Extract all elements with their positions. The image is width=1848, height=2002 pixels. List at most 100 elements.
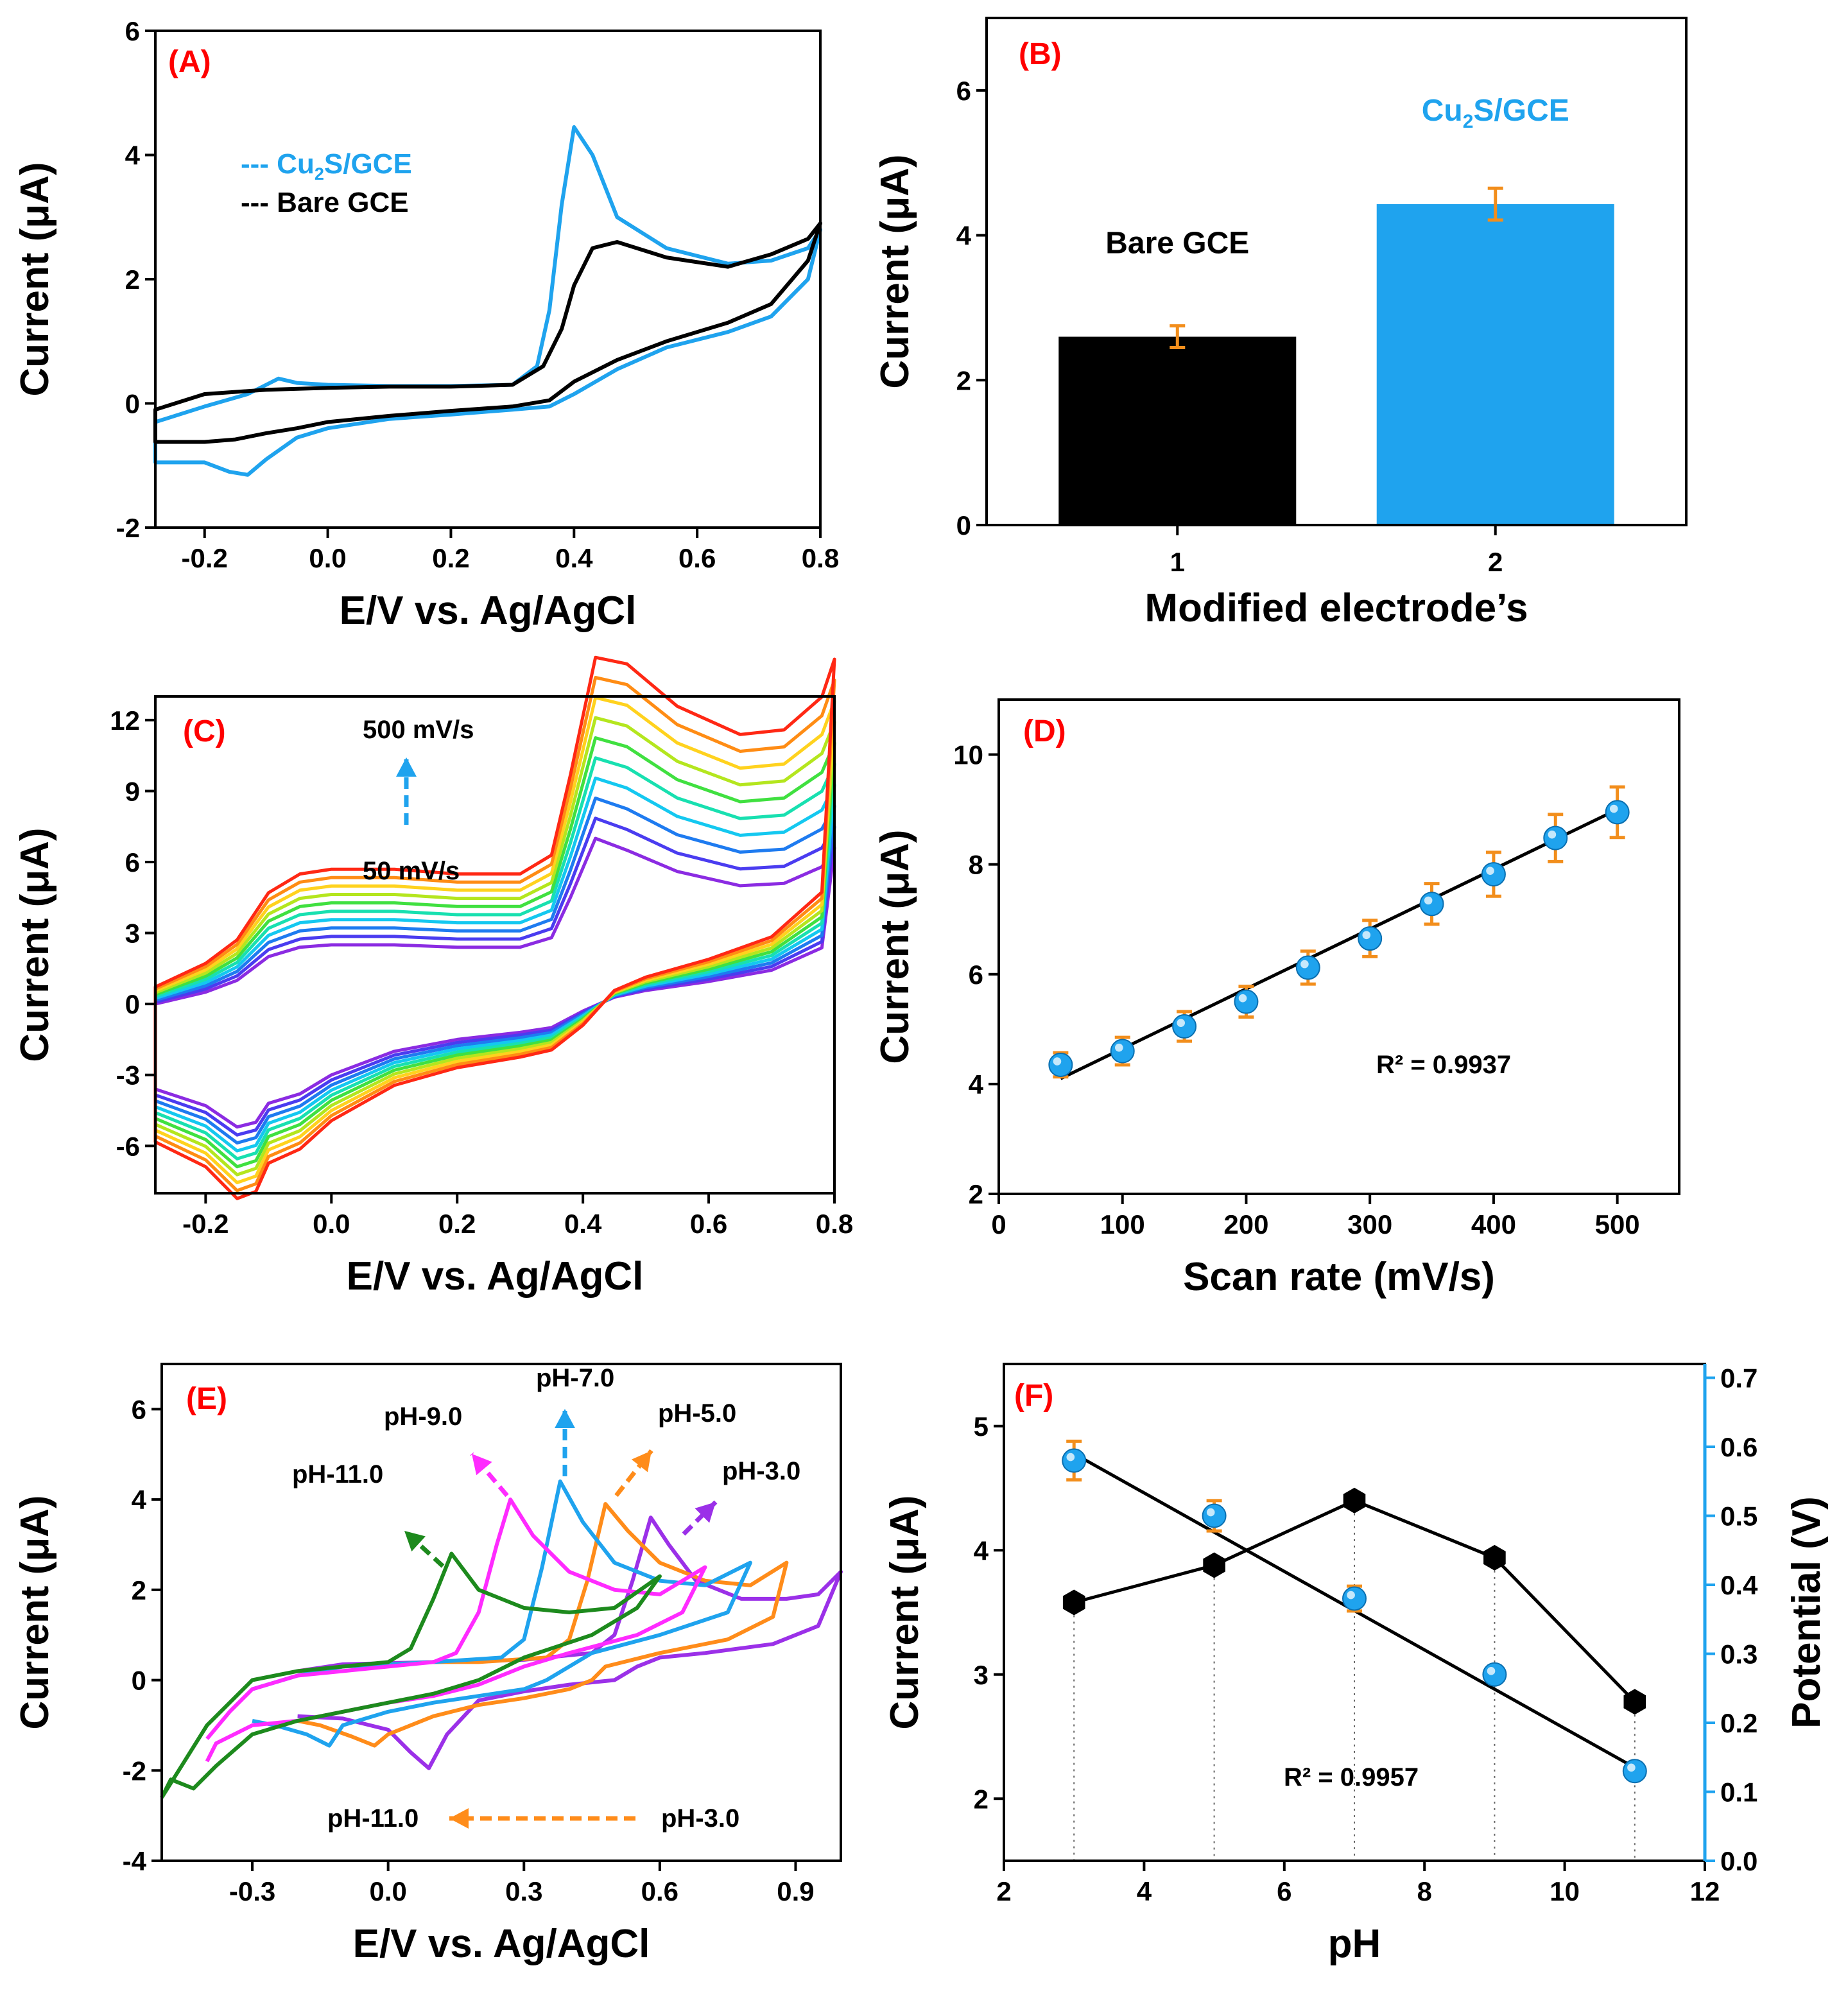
panel-f-ytick-right-label: 0.0 — [1720, 1846, 1757, 1876]
panel-d-fit-line — [1060, 807, 1618, 1080]
panel-d-point — [1481, 862, 1506, 887]
panel-e-series-ph-5-0 — [297, 1502, 789, 1748]
panel-e-peak-arrow-2-head — [631, 1451, 652, 1472]
panel-a-ytick-label: 2 — [125, 264, 140, 295]
panel-a-legend-cu2s: --- Cu2S/GCE — [241, 148, 412, 184]
panel-c-ytick-label: 12 — [110, 705, 140, 736]
panel-c-x-axis-title: E/V vs. Ag/AgCl — [347, 1254, 644, 1299]
panel-c-series-150mvs — [153, 797, 836, 1145]
panel-d-point — [1358, 926, 1383, 951]
panel-e-xtick-label: 0.0 — [369, 1876, 406, 1906]
panel-d-point — [1295, 955, 1320, 980]
panel-e-peak-label-1: pH-3.0 — [722, 1457, 800, 1485]
panel-d-y-axis-title: Current (μA) — [873, 829, 917, 1064]
panel-a-frame — [154, 30, 822, 529]
panel-f-potential-point — [1062, 1448, 1087, 1473]
panel-a-series-cu2s-gce — [153, 125, 822, 477]
panel-c-xtick-label: 0.0 — [313, 1209, 350, 1239]
panel-c-label: (C) — [183, 714, 226, 748]
panel-d-xtick-label: 200 — [1223, 1209, 1268, 1239]
panel-c-xtick-label: -0.2 — [182, 1209, 229, 1239]
panel-f-current-point — [1623, 1689, 1646, 1715]
panel-f-ytick-right-label: 0.7 — [1720, 1363, 1757, 1394]
panel-f-ytick-right-label: 0.1 — [1720, 1777, 1757, 1808]
panel-d-point-highlight — [1053, 1057, 1062, 1066]
panel-e-peak-arrow-3-head — [555, 1409, 575, 1428]
panel-d-label: (D) — [1023, 714, 1066, 748]
panel-d-r2: R² = 0.9937 — [1376, 1051, 1511, 1079]
panel-c-frame — [154, 695, 836, 1195]
panel-e-ytick-label: -2 — [123, 1756, 146, 1786]
panel-d-xtick-label: 500 — [1595, 1209, 1640, 1239]
panel-d-xtick-label: 400 — [1471, 1209, 1516, 1239]
panel-a-ytick-label: 0 — [125, 389, 140, 419]
panel-a-legend-bare: --- Bare GCE — [241, 187, 409, 218]
panel-e-x-axis-title: E/V vs. Ag/AgCl — [353, 1922, 650, 1966]
panel-f-ytick-right-label: 0.2 — [1720, 1708, 1757, 1738]
panel-d-frame — [997, 698, 1680, 1195]
panel-f-ytick-right-label: 0.6 — [1720, 1432, 1757, 1462]
panel-c-xtick-label: 0.8 — [816, 1209, 853, 1239]
panel-c-y-axis-title: Current (μA) — [13, 827, 57, 1062]
panel-c-annotation-50: 50 mV/s — [363, 857, 460, 885]
panel-d-ytick-label: 2 — [969, 1179, 983, 1209]
panel-e-series-ph-11-0 — [160, 1551, 662, 1799]
panel-d-point — [1172, 1014, 1197, 1039]
panel-f-ytick-right-label: 0.5 — [1720, 1501, 1757, 1532]
panel-d-point — [1605, 800, 1630, 825]
panel-f-r2: R² = 0.9957 — [1284, 1763, 1419, 1791]
panel-b-y-axis-title: Current (μA) — [873, 154, 917, 388]
panel-e-y-axis-title: Current (μA) — [13, 1495, 57, 1729]
panel-e-bottom-arrow-head — [449, 1808, 469, 1829]
panel-d-xtick-label: 100 — [1100, 1209, 1145, 1239]
panel-d-point-highlight — [1548, 830, 1557, 839]
panel-d-xtick-label: 0 — [991, 1209, 1006, 1239]
panel-f-ytick-label: 4 — [974, 1535, 989, 1566]
panel-f-xtick-label: 6 — [1277, 1876, 1291, 1906]
panel-d-ytick-label: 8 — [969, 850, 983, 880]
panel-c-xtick-label: 0.4 — [564, 1209, 602, 1239]
panel-f-potential-point — [1342, 1586, 1367, 1611]
panel-b-bar-2 — [1376, 204, 1614, 525]
panel-f-ytick-right-label: 0.3 — [1720, 1639, 1757, 1670]
panel-e-peak-label-4: pH-9.0 — [384, 1402, 462, 1431]
panel-e-peak-arrow-2-shaft — [614, 1449, 653, 1497]
panel-d-point — [1048, 1052, 1073, 1077]
panel-f-ytick-right-label: 0.4 — [1720, 1570, 1758, 1600]
panel-a-ytick-label: 6 — [125, 16, 140, 46]
panel-e-xtick-label: 0.9 — [777, 1876, 814, 1906]
panel-f-xtick-label: 2 — [996, 1876, 1011, 1906]
panel-e-peak-label-3: pH-7.0 — [536, 1364, 614, 1392]
panel-e-xtick-label: -0.3 — [229, 1876, 275, 1906]
panel-a-xtick-label: 0.8 — [802, 543, 839, 573]
panel-b-ytick-label: 6 — [956, 76, 971, 106]
panel-c-xtick-label: 0.6 — [690, 1209, 727, 1239]
panel-e-ytick-label: -4 — [123, 1846, 147, 1876]
panel-d-point-highlight — [1177, 1019, 1185, 1027]
panel-f-current-point — [1062, 1589, 1085, 1616]
panel-b-frame — [985, 17, 1688, 526]
panel-b-xtick-label: 1 — [1170, 547, 1185, 577]
panel-d-point — [1419, 892, 1444, 917]
panel-d-ytick-label: 10 — [953, 740, 983, 770]
panel-a-label: (A) — [168, 45, 211, 79]
panel-f-xtick-label: 4 — [1137, 1876, 1152, 1906]
panel-d-point-highlight — [1486, 867, 1494, 875]
panel-f-potential-point — [1202, 1503, 1227, 1528]
panel-e-peak-arrow-5-head — [404, 1531, 426, 1552]
panel-b-bar-annotation-1: Bare GCE — [1105, 227, 1249, 261]
panel-e-frame — [160, 1363, 842, 1862]
panel-e-series-ph-3-0 — [297, 1515, 843, 1770]
panel-e-xtick-label: 0.3 — [505, 1876, 542, 1906]
panel-c-ytick-label: -6 — [116, 1131, 140, 1161]
panel-a-xtick-label: 0.0 — [309, 543, 346, 573]
panel-c-annotation-500: 500 mV/s — [363, 716, 474, 744]
panel-c-ytick-label: 9 — [125, 776, 140, 806]
panel-d-ytick-label: 4 — [969, 1069, 984, 1100]
panel-c-ytick-label: 6 — [125, 847, 140, 877]
panel-f-current-point — [1203, 1552, 1225, 1578]
panel-e-series-ph-7-0 — [252, 1479, 752, 1748]
panel-e-xtick-label: 0.6 — [641, 1876, 678, 1906]
panel-e-label: (E) — [186, 1382, 227, 1416]
